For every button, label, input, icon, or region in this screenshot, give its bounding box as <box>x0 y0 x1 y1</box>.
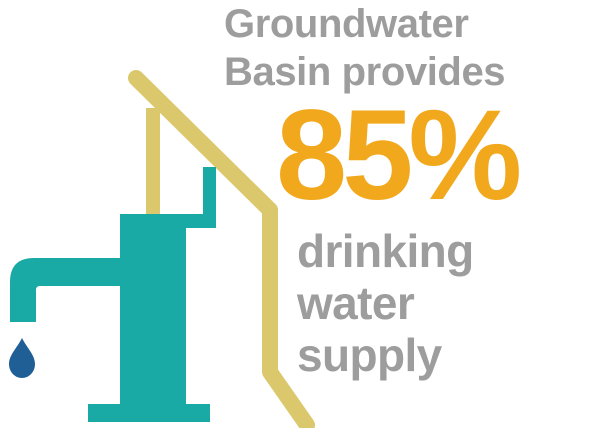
subtext-line-2: water <box>297 277 415 329</box>
pump-spout <box>10 258 120 322</box>
subtext-line-1: drinking <box>297 225 474 277</box>
pump-rod <box>146 108 160 220</box>
pump-handle-lever <box>128 70 315 428</box>
pump-body <box>120 167 216 404</box>
headline-line-2: Basin provides <box>224 50 506 94</box>
percentage-stat: 85% <box>276 84 522 227</box>
subtext: drinking water supply <box>297 225 474 381</box>
headline-line-1: Groundwater <box>224 2 469 46</box>
headline: Groundwater Basin provides <box>224 0 506 96</box>
pump-base <box>88 404 210 422</box>
subtext-line-3: supply <box>297 329 442 381</box>
water-drop-icon <box>9 338 35 378</box>
